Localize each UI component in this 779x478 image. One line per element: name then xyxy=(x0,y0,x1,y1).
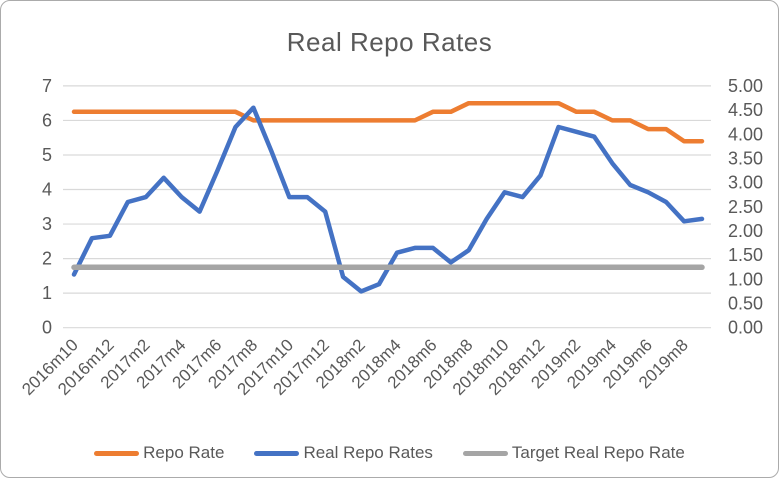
legend-item-target-real-repo-rate: Target Real Repo Rate xyxy=(462,443,685,463)
right-axis-tick-label: 1.00 xyxy=(728,269,763,289)
left-axis-tick-label: 7 xyxy=(42,76,52,96)
series-line-repo-rate xyxy=(71,100,705,144)
chart-title: Real Repo Rates xyxy=(286,27,493,57)
left-axis-tick-label: 4 xyxy=(42,180,52,200)
legend-swatch-repo-rate xyxy=(94,450,140,456)
legend-label-repo-rate: Repo Rate xyxy=(143,443,225,462)
left-axis-tick-label: 6 xyxy=(42,110,52,130)
legend-item-repo-rate: Repo Rate xyxy=(94,443,224,463)
legend-item-real-repo-rates: Real Repo Rates xyxy=(254,443,433,463)
chart-legend: Repo Rate Real Repo Rates Target Real Repo… xyxy=(1,443,778,463)
right-axis-tick-label: 3.00 xyxy=(728,173,763,193)
left-axis-tick-label: 0 xyxy=(42,318,52,338)
legend-label-target-real-repo-rate: Target Real Repo Rate xyxy=(511,443,685,462)
right-axis-tick-label: 4.50 xyxy=(728,100,763,120)
left-axis-tick-label: 5 xyxy=(42,145,52,165)
right-axis-tick-label: 0.00 xyxy=(728,318,763,338)
legend-swatch-target-real-repo-rate xyxy=(462,450,508,456)
legend-swatch-real-repo-rates xyxy=(254,450,300,456)
right-axis-tick-label: 2.50 xyxy=(728,197,763,217)
left-axis-tick-label: 3 xyxy=(42,214,52,234)
right-axis-tick-label: 0.50 xyxy=(728,294,763,314)
right-axis-tick-label: 2.00 xyxy=(728,221,763,241)
right-axis-tick-label: 4.00 xyxy=(728,124,763,144)
right-axis-tick-label: 1.50 xyxy=(728,245,763,265)
right-axis-tick-label: 3.50 xyxy=(728,148,763,168)
left-axis-tick-label: 2 xyxy=(42,249,52,269)
series-line-real-repo-rates xyxy=(71,105,705,294)
right-axis-tick-label: 5.00 xyxy=(728,76,763,96)
left-axis-tick-label: 1 xyxy=(42,283,52,303)
legend-label-real-repo-rates: Real Repo Rates xyxy=(303,443,433,462)
